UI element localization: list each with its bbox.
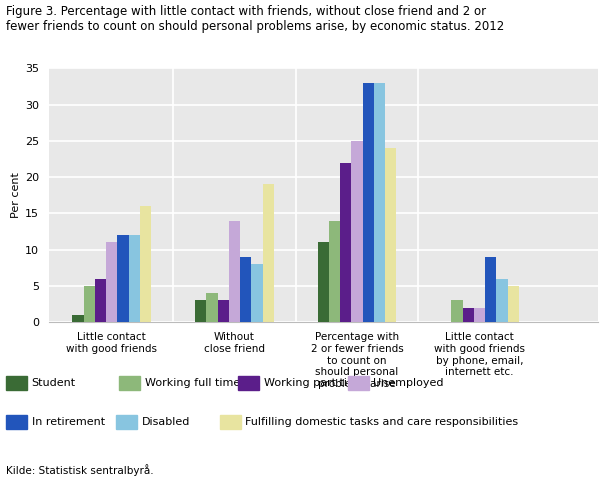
Bar [463, 307, 474, 322]
Bar [485, 257, 497, 322]
Bar [374, 83, 385, 322]
Bar [140, 206, 151, 322]
Bar [73, 315, 84, 322]
Bar [508, 286, 519, 322]
Bar [206, 293, 218, 322]
Bar [362, 83, 374, 322]
Bar [262, 184, 274, 322]
Bar [497, 279, 508, 322]
Bar [218, 300, 229, 322]
Text: Fulfilling domestic tasks and care responsibilities: Fulfilling domestic tasks and care respo… [245, 417, 518, 427]
Text: Working part time: Working part time [264, 378, 364, 388]
Text: Unemployed: Unemployed [373, 378, 444, 388]
Bar [229, 221, 240, 322]
Bar [329, 221, 340, 322]
Bar [474, 307, 485, 322]
Y-axis label: Per cent: Per cent [11, 172, 21, 218]
Bar [84, 286, 95, 322]
Bar [251, 264, 262, 322]
Bar [195, 300, 206, 322]
Bar [340, 163, 351, 322]
Bar [385, 148, 397, 322]
Bar [118, 235, 129, 322]
Bar [129, 235, 140, 322]
Bar [351, 141, 362, 322]
Bar [240, 257, 251, 322]
Text: Disabled: Disabled [142, 417, 190, 427]
Text: Figure 3. Percentage with little contact with friends, without close friend and : Figure 3. Percentage with little contact… [6, 5, 504, 33]
Text: In retirement: In retirement [32, 417, 105, 427]
Bar [318, 243, 329, 322]
Bar [451, 300, 463, 322]
Text: Kilde: Statistisk sentralbyrå.: Kilde: Statistisk sentralbyrå. [6, 464, 154, 476]
Text: Student: Student [32, 378, 76, 388]
Bar [106, 243, 118, 322]
Text: Working full time: Working full time [145, 378, 240, 388]
Bar [95, 279, 106, 322]
